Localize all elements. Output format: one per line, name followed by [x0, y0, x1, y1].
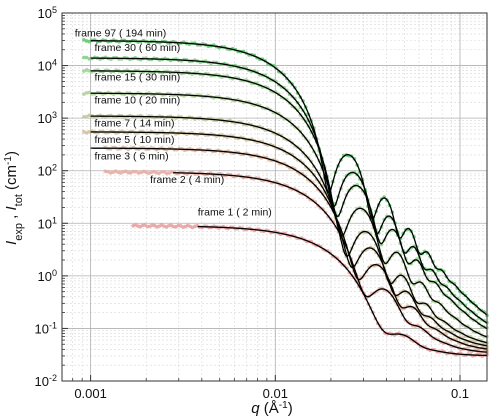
data-point — [84, 39, 89, 43]
fit-curves — [90, 40, 488, 357]
x-tick-label: 0.01 — [263, 386, 288, 401]
series-1-label: frame 1 ( 2 min) — [198, 207, 272, 219]
series-3-fit-curve — [90, 147, 488, 350]
data-point — [87, 90, 92, 95]
series-7-fit-curve — [90, 70, 488, 330]
data-point — [87, 57, 92, 61]
y-tick-label: 103 — [38, 110, 57, 126]
y-tick-label: 104 — [38, 58, 57, 74]
data-point — [84, 55, 89, 60]
data-point — [82, 115, 86, 119]
data-point — [87, 130, 92, 134]
x-tick-label: 0.1 — [451, 386, 469, 401]
series-6-label: frame 10 ( 20 min) — [95, 94, 181, 106]
x-tick-labels: 0.001 0.01 0.1 — [74, 386, 469, 401]
series-6-fit-curve — [90, 92, 488, 338]
series-2-fit-curve — [173, 172, 488, 353]
series-7-label: frame 15 ( 30 min) — [95, 72, 181, 84]
data-point — [87, 39, 92, 44]
plot-frame — [61, 12, 488, 382]
series-3-label: frame 3 ( 6 min) — [95, 150, 169, 162]
y-tick-label: 101 — [38, 215, 57, 231]
y-tick-label: 10-2 — [35, 373, 57, 389]
series-1-fit-curve — [197, 225, 488, 357]
data-point — [84, 68, 89, 72]
y-tick-label: 10-1 — [35, 320, 57, 336]
data-point — [87, 69, 92, 73]
data-point — [84, 114, 89, 119]
series-9-label: frame 97 ( 194 min) — [75, 27, 167, 39]
axis-ticks — [61, 15, 461, 382]
y-tick-label: 102 — [38, 163, 57, 179]
series-5-fit-curve — [90, 115, 488, 344]
data-point — [82, 129, 86, 134]
series-5-label: frame 7 ( 14 min) — [95, 117, 175, 129]
x-axis-title: q (Å-1) — [251, 400, 292, 418]
data-point — [84, 131, 89, 135]
data-point — [126, 170, 131, 175]
data-point — [84, 91, 89, 95]
y-tick-labels: 10-2 10-1 100 101 102 103 104 105 — [35, 5, 57, 389]
data-point — [131, 169, 136, 174]
series-8-fit-curve — [90, 57, 488, 324]
series-9-fit-curve — [90, 40, 488, 316]
series-8-label: frame 30 ( 60 min) — [95, 42, 181, 54]
data-point — [82, 69, 86, 73]
series-4-fit-curve — [90, 131, 488, 347]
y-axis-title: Iexp , Itot (cm-1) — [3, 151, 26, 245]
series-4-label: frame 5 ( 10 min) — [95, 134, 175, 146]
data-point — [87, 113, 92, 118]
data-point — [82, 55, 86, 60]
x-tick-label: 0.001 — [74, 386, 107, 401]
series-2-label: frame 2 ( 4 min) — [150, 174, 224, 186]
y-tick-label: 105 — [38, 5, 57, 21]
frame-labels: frame 1 ( 2 min) frame 2 ( 4 min) frame 3 … — [75, 27, 272, 218]
data-point — [159, 170, 164, 174]
data-point — [82, 38, 86, 42]
data-point — [82, 92, 86, 96]
y-tick-label: 100 — [38, 268, 57, 284]
